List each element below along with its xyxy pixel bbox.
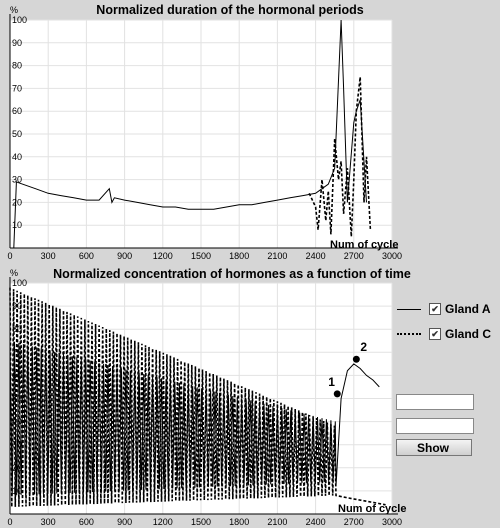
top-y-tick-label: 20 [12, 197, 22, 207]
top-x-tick-label: 2400 [306, 251, 326, 261]
top-x-tick-label: 1800 [229, 251, 249, 261]
legend-line-dashed [397, 333, 421, 335]
show-button[interactable]: Show [396, 439, 472, 456]
top-y-tick-label: 80 [12, 61, 22, 71]
top-x-tick-label: 2100 [267, 251, 287, 261]
top-series-gland-a-line [13, 19, 367, 249]
legend-gland-c: ✔ Gland C [397, 326, 491, 342]
bottom-x-tick-label: 1800 [229, 517, 249, 527]
legend-line-solid [397, 308, 421, 310]
top-x-axis-label: Num of cycle [330, 239, 398, 251]
top-y-tick-label: 90 [12, 38, 22, 48]
top-y-tick-label: 10 [12, 220, 22, 230]
bottom-x-tick-label: 1500 [191, 517, 211, 527]
input-field-2[interactable] [396, 418, 474, 434]
top-chart-title: Normalized duration of the hormonal peri… [96, 3, 364, 17]
top-x-tick-label: 1200 [153, 251, 173, 261]
top-y-tick-label: 60 [12, 106, 22, 116]
bottom-y-tick-label: 50 [12, 394, 22, 404]
bottom-chart-title: Normalized concentration of hormones as … [53, 267, 411, 281]
input-field-1[interactable] [396, 394, 474, 410]
bottom-marker-label-2: 2 [360, 340, 367, 354]
gland-c-label: Gland C [445, 327, 492, 341]
legend-gland-a: ✔ Gland A [397, 301, 491, 317]
bottom-y-tick-label: 100 [12, 278, 27, 288]
bottom-x-tick-label: 2100 [267, 517, 287, 527]
top-y-tick-label: 40 [12, 152, 22, 162]
top-y-tick-label: 30 [12, 175, 22, 185]
bottom-series-gland-c-line [9, 287, 386, 508]
gland-a-checkbox[interactable]: ✔ [429, 303, 441, 315]
bottom-x-tick-label: 300 [41, 517, 56, 527]
bottom-marker-1 [333, 390, 341, 398]
bottom-unit-label: % [10, 268, 18, 278]
top-y-tick-label: 100 [12, 15, 27, 25]
top-y-tick-label: 70 [12, 83, 22, 93]
top-x-tick-label: 1500 [191, 251, 211, 261]
top-x-tick-label: 2700 [344, 251, 364, 261]
top-x-tick-label: 300 [41, 251, 56, 261]
bottom-x-tick-label: 600 [79, 517, 94, 527]
bottom-x-tick-label: 900 [117, 517, 132, 527]
bottom-x-tick-label: 2400 [306, 517, 326, 527]
bottom-x-tick-label: 1200 [153, 517, 173, 527]
top-x-tick-label: 0 [7, 251, 12, 261]
top-y-tick-label: 50 [12, 129, 22, 139]
top-x-tick-label: 900 [117, 251, 132, 261]
gland-c-checkbox[interactable]: ✔ [429, 328, 441, 340]
bottom-x-tick-label: 0 [7, 517, 12, 527]
bottom-x-tick-label: 2700 [344, 517, 364, 527]
top-x-tick-label: 3000 [382, 251, 402, 261]
top-x-tick-label: 600 [79, 251, 94, 261]
bottom-marker-label-1: 1 [328, 375, 335, 389]
bottom-marker-2 [352, 355, 360, 363]
gland-a-label: Gland A [445, 302, 491, 316]
bottom-x-axis-label: Num of cycle [338, 503, 406, 515]
bottom-y-tick-label: 40 [12, 417, 22, 427]
top-unit-label: % [10, 5, 18, 15]
bottom-x-tick-label: 3000 [382, 517, 402, 527]
